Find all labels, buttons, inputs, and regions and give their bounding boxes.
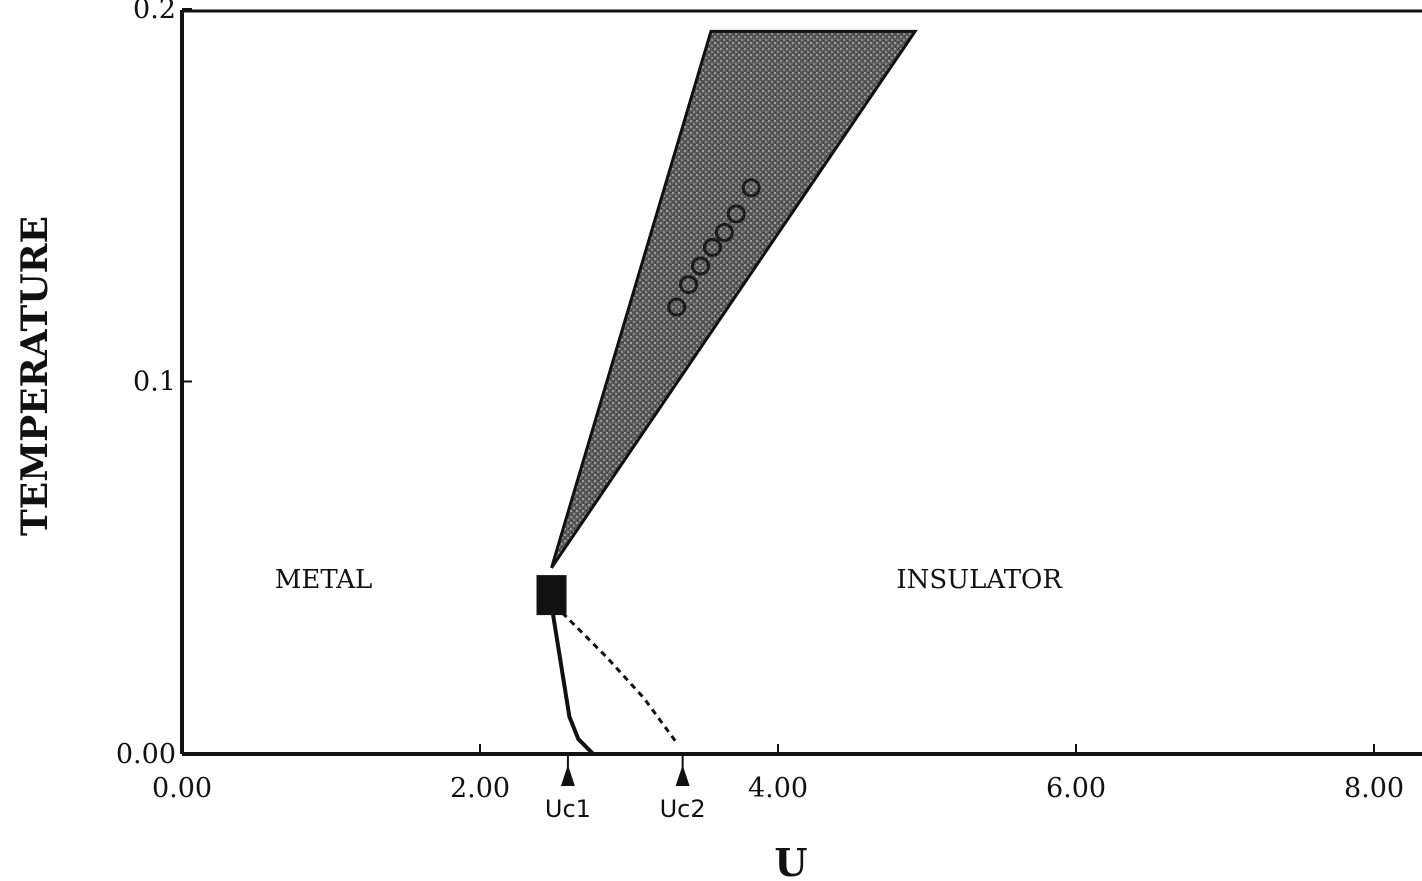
- x-tick-label: 2.00: [450, 773, 510, 804]
- crossover-point: [741, 178, 761, 198]
- coexistence-region: [550, 29, 918, 569]
- y-axis-title: TEMPERATURE: [14, 216, 56, 536]
- y-tick-label: 0.2: [133, 0, 176, 25]
- crossover-points: [667, 178, 761, 317]
- x-tick-label: 4.00: [748, 773, 808, 804]
- y-tick-label: 0.1: [133, 367, 176, 398]
- x-axis-ticks: 0.00 2.00 4.00 6.00 8.00: [152, 744, 1404, 804]
- marker-label-uc2: Uc2: [660, 795, 706, 823]
- transition-line-solid: [549, 604, 595, 756]
- crossover-point: [714, 223, 734, 242]
- crossover-point: [702, 237, 722, 257]
- x-tick-label: 8.00: [1344, 773, 1404, 804]
- x-tick-label: 0.00: [152, 773, 212, 804]
- region-label-metal: METAL: [275, 565, 373, 595]
- x-axis-title: U: [774, 840, 807, 881]
- transition-line-dashed: [553, 603, 678, 744]
- crossover-point: [679, 275, 699, 295]
- crossover-point: [726, 204, 746, 224]
- critical-point-marker: [536, 575, 567, 616]
- y-axis-ticks: 0.00 0.1 0.2: [116, 0, 192, 770]
- crossover-point: [667, 297, 687, 317]
- marker-arrow-icon: [560, 765, 575, 786]
- marker-arrow-icon: [675, 765, 690, 786]
- marker-label-uc1: Uc1: [545, 795, 591, 823]
- x-tick-label: 6.00: [1046, 773, 1106, 804]
- region-labels: METAL INSULATOR: [275, 565, 1064, 595]
- critical-u-markers: Uc1 Uc2: [545, 754, 706, 823]
- region-label-insulator: INSULATOR: [896, 565, 1063, 595]
- y-tick-label: 0.00: [116, 739, 176, 770]
- crossover-point: [691, 256, 711, 276]
